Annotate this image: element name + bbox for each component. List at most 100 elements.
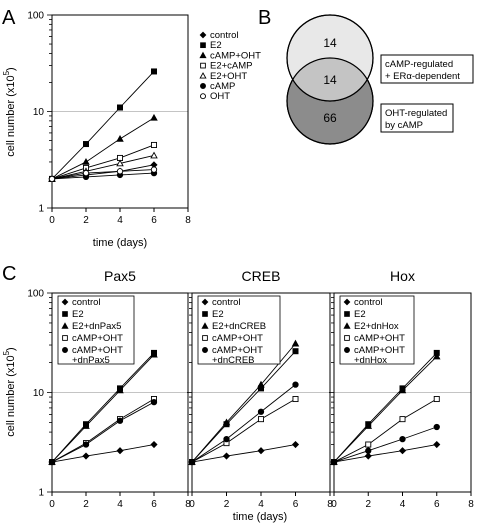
data-point (82, 452, 90, 460)
data-point (116, 447, 124, 455)
x-tick-label: 4 (117, 215, 123, 226)
venn-circle-top-outline (286, 14, 374, 102)
legend-label: cAMP+OHT (354, 345, 405, 356)
legend-marker (199, 72, 207, 79)
legend-item: cAMP+OHT (199, 50, 261, 61)
series-line (333, 352, 438, 463)
series-line (191, 398, 296, 463)
venn-count-overlap: 14 (323, 73, 337, 87)
x-tick-label: 6 (151, 499, 157, 510)
y-axis-title: cell number (x105) (2, 347, 17, 436)
data-point (292, 381, 299, 388)
series-line (51, 444, 155, 463)
legend-marker (343, 298, 351, 306)
legend-item: cAMP+OHT (202, 333, 263, 344)
venn-circle-bottom-outline (286, 57, 374, 145)
y-axis-title-main: cell number (x10 (5, 355, 17, 436)
legend-item: E2 (202, 309, 224, 320)
data-point (433, 423, 440, 431)
legend-marker (61, 322, 69, 329)
x-axis-title: time (days) (233, 511, 287, 523)
data-point (292, 396, 299, 403)
legend-label: E2 (72, 309, 84, 320)
data-point (399, 435, 406, 443)
data-point (364, 422, 373, 429)
legend-marker (202, 335, 208, 341)
legend-marker (201, 322, 209, 329)
legend-marker (62, 311, 68, 317)
data-point (291, 440, 300, 449)
panel-letter-c: C (2, 263, 16, 285)
y-tick-label: 10 (33, 388, 45, 399)
y-tick-label: 1 (38, 204, 44, 215)
data-point (82, 141, 89, 148)
legend-item: cAMP+OHT+dnCREB (202, 345, 263, 366)
legend-box (339, 295, 415, 365)
series-oht (48, 166, 158, 183)
x-tick-label: 4 (117, 499, 123, 510)
legend-item: control (343, 297, 383, 308)
data-point (82, 169, 90, 177)
x-tick-label: 0 (49, 215, 55, 226)
x-tick-label: 4 (400, 499, 406, 510)
legend-marker (200, 93, 206, 100)
data-point (116, 159, 124, 167)
series-line (51, 169, 155, 180)
legend-label: control (354, 297, 383, 308)
y-tick-label: 100 (27, 289, 44, 300)
data-point (116, 104, 123, 111)
data-point (222, 452, 231, 460)
legend-label: +dnHox (354, 355, 387, 366)
legend-label: E2+dnCREB (212, 321, 266, 332)
legend-marker (202, 311, 208, 317)
legend-marker (344, 311, 350, 317)
data-point (398, 386, 407, 394)
series-line (51, 144, 155, 180)
data-point (48, 458, 56, 466)
y-axis-title-sup: 5 (2, 70, 11, 75)
venn-label-top-line2: + ERα-dependent (385, 71, 460, 82)
x-tick-label: 2 (365, 499, 371, 510)
series-e2 (49, 68, 157, 182)
legend-label: E2 (354, 309, 366, 320)
data-point (398, 447, 407, 455)
legend-label: cAMP+OHT (210, 50, 261, 61)
chart-title: CREB (242, 268, 281, 284)
legend-label: control (72, 297, 101, 308)
x-axis-title: time (days) (93, 237, 147, 249)
data-point (365, 447, 372, 454)
data-point (188, 458, 196, 466)
legend-item: E2+dnCREB (201, 321, 266, 332)
series-e2-dnpax5 (48, 350, 158, 465)
series-line (333, 426, 437, 463)
legend-marker (201, 298, 209, 306)
legend-item: E2 (62, 309, 84, 320)
legend-item: OHT (200, 91, 230, 102)
x-tick-label: 8 (185, 215, 191, 226)
legend-marker (200, 62, 206, 69)
series-e2-dnhox (330, 352, 441, 465)
data-point (82, 158, 90, 165)
series-line (51, 401, 155, 463)
series-line (51, 117, 155, 180)
x-tick-label: 6 (151, 215, 157, 226)
data-point (150, 440, 158, 449)
venn-count-bottom: 66 (323, 111, 337, 125)
legend-box (57, 295, 135, 365)
x-tick-label: 0 (331, 499, 337, 510)
series-camp-oht-dnhox (330, 423, 440, 466)
series-line (333, 444, 437, 463)
x-tick-label: 6 (434, 499, 440, 510)
legend-label: +dnPax5 (72, 355, 110, 366)
series-camp-oht-dncreb (188, 381, 299, 466)
legend-item: E2+OHT (199, 71, 247, 82)
legend-marker (343, 322, 351, 329)
data-point (257, 380, 265, 388)
venn-overlap-region (287, 58, 373, 101)
legend-item: control (199, 30, 239, 41)
legend-item: cAMP+OHT (62, 333, 123, 344)
legend-label: +dnCREB (212, 355, 255, 366)
data-point (116, 417, 124, 424)
series-line (51, 155, 155, 180)
